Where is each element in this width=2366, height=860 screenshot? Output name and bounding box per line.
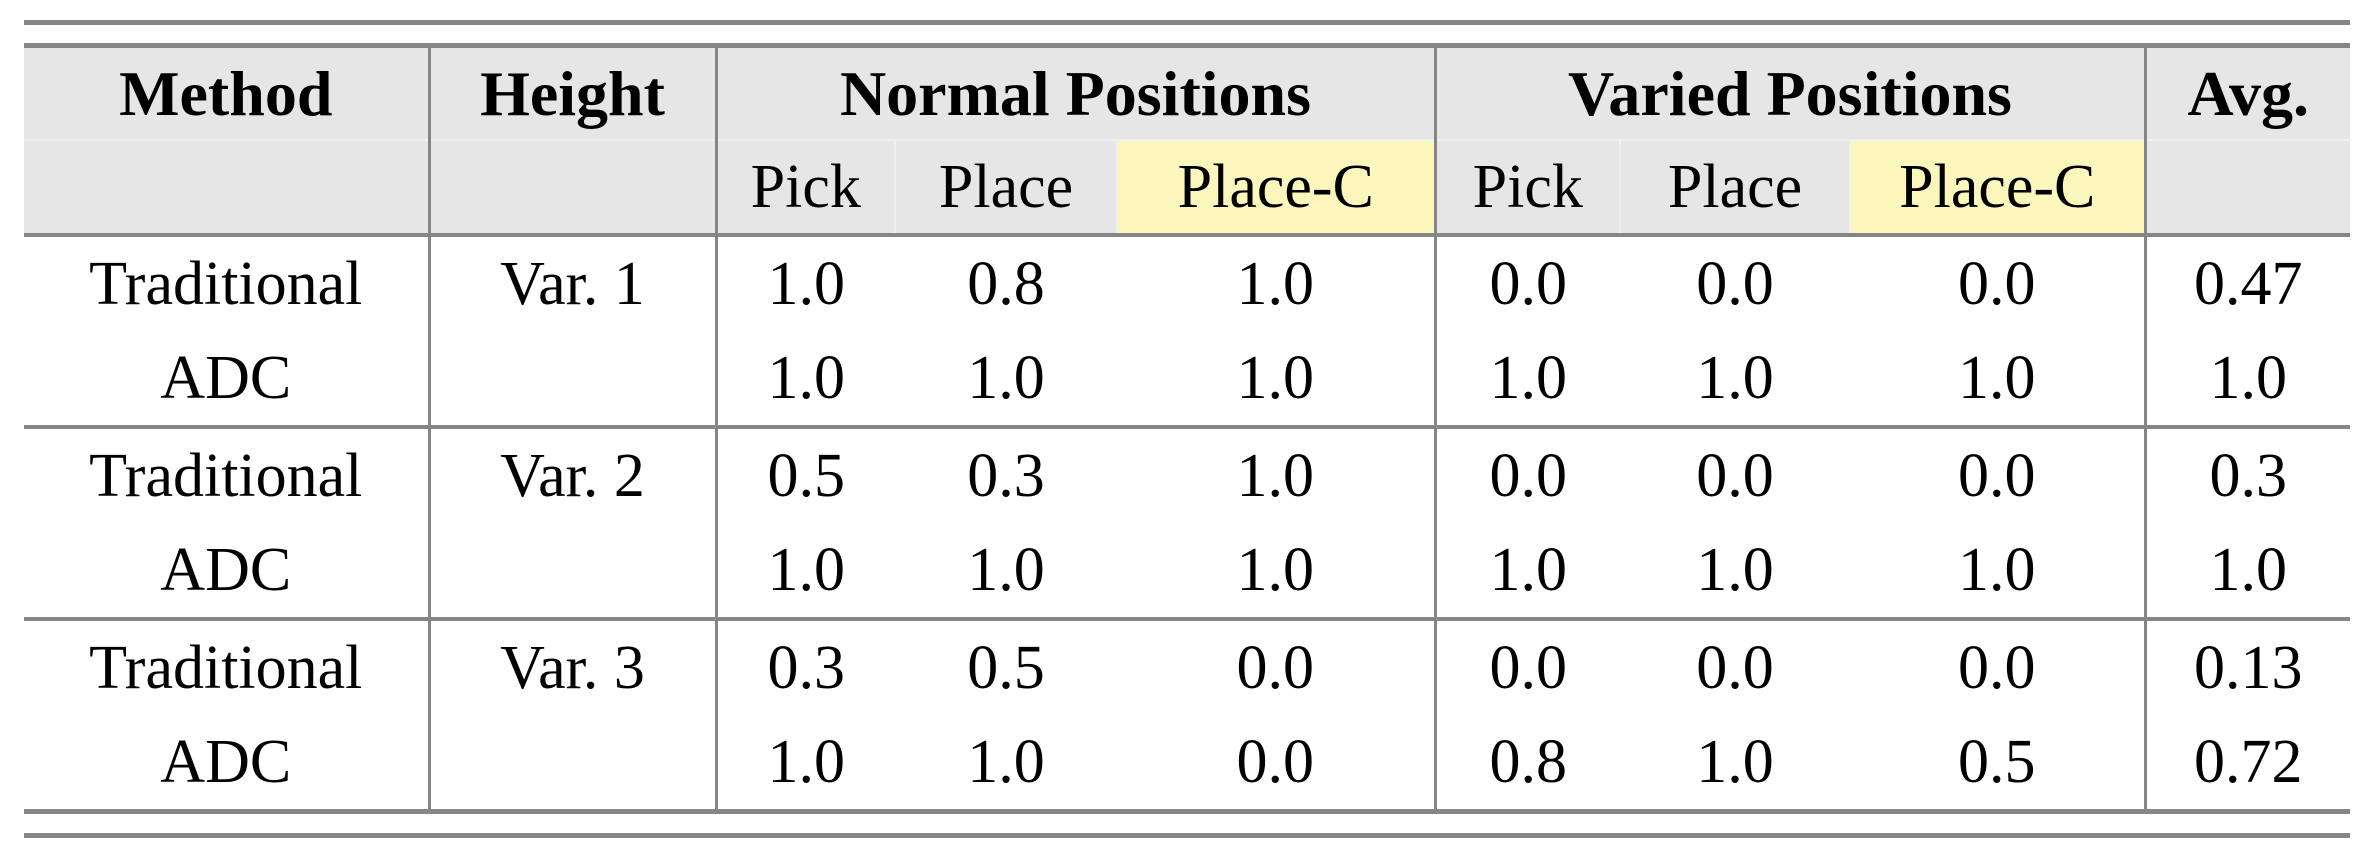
value-cell: 1.0 bbox=[1117, 233, 1435, 331]
height-cell bbox=[427, 715, 716, 812]
table-header: Method Height Normal Positions Varied Po… bbox=[24, 45, 2350, 235]
paper-table-figure: Method Height Normal Positions Varied Po… bbox=[24, 20, 2350, 838]
table-row-var1-traditional: Traditional Var. 1 1.0 0.8 1.0 0.0 0.0 0… bbox=[24, 233, 2350, 331]
value-cell: 0.0 bbox=[1433, 425, 1620, 523]
avg-cell: 0.3 bbox=[2143, 425, 2350, 523]
top-outer-rule bbox=[24, 20, 2350, 25]
value-cell: 1.0 bbox=[1433, 331, 1620, 427]
value-cell: 0.0 bbox=[1620, 425, 1850, 523]
subheader-normal-place-c-highlighted: Place-C bbox=[1116, 139, 1435, 235]
value-cell: 1.0 bbox=[714, 331, 895, 427]
bottom-outer-rule bbox=[24, 833, 2350, 838]
value-cell: 0.0 bbox=[1117, 617, 1435, 715]
method-cell: ADC bbox=[24, 331, 429, 427]
group-header-normal-positions: Normal Positions bbox=[714, 45, 1435, 140]
height-cell: Var. 2 bbox=[427, 425, 716, 523]
header-cell-height: Height bbox=[427, 45, 716, 140]
value-cell: 0.0 bbox=[1850, 233, 2145, 331]
avg-cell: 1.0 bbox=[2143, 523, 2350, 619]
value-cell: 1.0 bbox=[714, 715, 895, 812]
height-cell: Var. 1 bbox=[427, 233, 716, 331]
value-cell: 1.0 bbox=[1433, 523, 1620, 619]
group-header-varied-positions: Varied Positions bbox=[1433, 45, 2145, 140]
avg-cell: 0.13 bbox=[2143, 617, 2350, 715]
results-table: Method Height Normal Positions Varied Po… bbox=[24, 43, 2350, 814]
header-cell-method: Method bbox=[24, 45, 429, 140]
spacer-cell bbox=[24, 139, 429, 235]
header-cell-avg: Avg. bbox=[2143, 45, 2350, 140]
value-cell: 1.0 bbox=[895, 523, 1117, 619]
value-cell: 0.3 bbox=[714, 617, 895, 715]
value-cell: 1.0 bbox=[895, 331, 1117, 427]
value-cell: 0.0 bbox=[1433, 233, 1620, 331]
height-cell bbox=[427, 523, 716, 619]
subheader-varied-place-c-highlighted: Place-C bbox=[1849, 139, 2145, 235]
value-cell: 1.0 bbox=[714, 233, 895, 331]
subheader-normal-pick: Pick bbox=[714, 139, 895, 235]
table-row-var3-adc: ADC 1.0 1.0 0.0 0.8 1.0 0.5 0.72 bbox=[24, 715, 2350, 812]
spacer-cell bbox=[2143, 139, 2350, 235]
header-sub-row: Pick Place Place-C Pick Place Place-C bbox=[24, 139, 2350, 235]
table-row-var2-traditional: Traditional Var. 2 0.5 0.3 1.0 0.0 0.0 0… bbox=[24, 425, 2350, 523]
subheader-normal-place: Place bbox=[894, 139, 1117, 235]
value-cell: 0.3 bbox=[895, 425, 1117, 523]
value-cell: 1.0 bbox=[895, 715, 1117, 812]
table-body: Traditional Var. 1 1.0 0.8 1.0 0.0 0.0 0… bbox=[24, 233, 2350, 812]
value-cell: 0.8 bbox=[895, 233, 1117, 331]
subheader-varied-place: Place bbox=[1619, 139, 1850, 235]
value-cell: 0.5 bbox=[895, 617, 1117, 715]
value-cell: 1.0 bbox=[1620, 523, 1850, 619]
avg-cell: 0.47 bbox=[2143, 233, 2350, 331]
value-cell: 1.0 bbox=[1620, 331, 1850, 427]
value-cell: 0.0 bbox=[1850, 617, 2145, 715]
method-cell: ADC bbox=[24, 523, 429, 619]
method-cell: Traditional bbox=[24, 233, 429, 331]
spacer-cell bbox=[427, 139, 716, 235]
header-group-row: Method Height Normal Positions Varied Po… bbox=[24, 45, 2350, 140]
method-cell: Traditional bbox=[24, 425, 429, 523]
value-cell: 0.0 bbox=[1117, 715, 1435, 812]
avg-cell: 0.72 bbox=[2143, 715, 2350, 812]
method-cell: Traditional bbox=[24, 617, 429, 715]
value-cell: 0.0 bbox=[1620, 233, 1850, 331]
value-cell: 1.0 bbox=[1117, 331, 1435, 427]
value-cell: 1.0 bbox=[1850, 523, 2145, 619]
height-cell bbox=[427, 331, 716, 427]
height-cell: Var. 3 bbox=[427, 617, 716, 715]
table-row-var3-traditional: Traditional Var. 3 0.3 0.5 0.0 0.0 0.0 0… bbox=[24, 617, 2350, 715]
value-cell: 1.0 bbox=[1117, 523, 1435, 619]
table-row-var2-adc: ADC 1.0 1.0 1.0 1.0 1.0 1.0 1.0 bbox=[24, 523, 2350, 619]
value-cell: 0.8 bbox=[1433, 715, 1620, 812]
value-cell: 1.0 bbox=[1117, 425, 1435, 523]
avg-cell: 1.0 bbox=[2143, 331, 2350, 427]
value-cell: 1.0 bbox=[1620, 715, 1850, 812]
value-cell: 0.5 bbox=[714, 425, 895, 523]
subheader-varied-pick: Pick bbox=[1433, 139, 1620, 235]
value-cell: 1.0 bbox=[1850, 331, 2145, 427]
value-cell: 0.0 bbox=[1433, 617, 1620, 715]
method-cell: ADC bbox=[24, 715, 429, 812]
value-cell: 0.0 bbox=[1850, 425, 2145, 523]
table-row-var1-adc: ADC 1.0 1.0 1.0 1.0 1.0 1.0 1.0 bbox=[24, 331, 2350, 427]
value-cell: 0.0 bbox=[1620, 617, 1850, 715]
value-cell: 1.0 bbox=[714, 523, 895, 619]
value-cell: 0.5 bbox=[1850, 715, 2145, 812]
